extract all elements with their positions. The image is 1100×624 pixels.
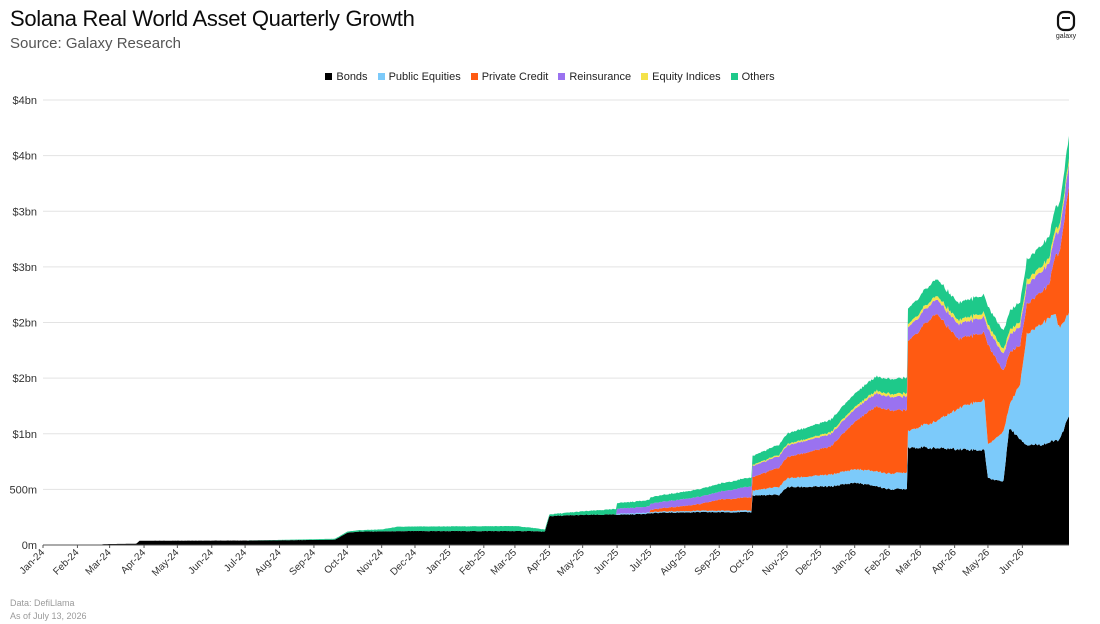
legend-swatch: [558, 73, 566, 80]
legend-item-bonds: Bonds: [325, 71, 368, 83]
x-tick-label: May-24: [150, 547, 182, 579]
area-series-private-credit: [43, 186, 1069, 545]
x-tick-label: Aug-24: [253, 547, 284, 578]
x-tick-label: Apr-25: [524, 547, 553, 576]
chart-subtitle: Source: Galaxy Research: [10, 35, 181, 52]
x-tick-label: Apr-26: [930, 547, 959, 576]
area-series-public-equities: [43, 312, 1069, 545]
x-tick-label: Aug-25: [658, 547, 689, 578]
legend-item-private-credit: Private Credit: [470, 71, 549, 83]
x-tick-label: Feb-25: [458, 547, 488, 577]
x-tick-label: Dec-25: [794, 547, 825, 578]
y-tick-label: $3bn: [13, 206, 37, 218]
legend-label: Private Credit: [481, 71, 549, 83]
x-tick-label: Feb-24: [51, 547, 81, 577]
x-tick-label: Mar-26: [894, 547, 924, 577]
x-tick-label: Oct-24: [322, 547, 351, 576]
legend-item-reinsurance: Reinsurance: [558, 71, 631, 83]
area-series-reinsurance: [43, 163, 1069, 545]
legend-swatch: [325, 73, 333, 80]
legend-swatch: [470, 73, 478, 80]
x-tick-label: Sep-25: [693, 547, 724, 578]
stacked-area-chart: 0m500m$1bn$2bn$2bn$3bn$3bn$4bn$4bnJan-24…: [9, 95, 1069, 579]
x-tick-label: Jul-25: [627, 547, 654, 574]
x-tick-label: Jan-26: [829, 547, 859, 577]
x-tick-label: Feb-26: [863, 547, 893, 577]
x-tick-label: Oct-25: [728, 547, 757, 576]
galaxy-logo: galaxy: [1046, 10, 1086, 40]
y-tick-label: $4bn: [13, 151, 37, 163]
as-of-date-note: As of July 13, 2026: [10, 611, 87, 621]
x-tick-label: May-25: [555, 547, 587, 579]
x-tick-label: May-26: [961, 547, 993, 579]
x-tick-label: Jul-24: [222, 547, 249, 574]
legend-item-equity-indices: Equity Indices: [641, 71, 721, 83]
x-tick-label: Jun-26: [997, 547, 1027, 577]
legend-label: Others: [741, 71, 775, 83]
x-tick-label: Mar-24: [84, 547, 114, 577]
legend-item-others: Others: [730, 71, 775, 83]
legend-label: Reinsurance: [569, 71, 632, 83]
x-tick-label: Mar-25: [489, 547, 519, 577]
x-tick-label: Jan-25: [424, 547, 454, 577]
y-tick-label: $2bn: [13, 373, 37, 385]
legend-label: Public Equities: [388, 71, 461, 83]
x-tick-label: Nov-25: [761, 547, 792, 578]
x-tick-label: Dec-24: [389, 547, 420, 578]
y-tick-label: 500m: [9, 484, 37, 496]
y-tick-label: $3bn: [13, 262, 37, 274]
legend-label: Bonds: [336, 71, 368, 83]
x-tick-label: Nov-24: [355, 547, 386, 578]
x-tick-label: Sep-24: [287, 547, 318, 578]
area-series-bonds: [43, 416, 1069, 545]
x-tick-label: Jun-24: [187, 547, 217, 577]
galaxy-logo-icon: [1056, 10, 1076, 32]
legend-swatch: [730, 73, 738, 80]
y-tick-label: $4bn: [13, 95, 37, 107]
chart-legend: Bonds Public Equities Private Credit Reinsu…: [0, 71, 1100, 83]
legend-label: Equity Indices: [652, 71, 721, 83]
legend-swatch: [377, 73, 385, 80]
x-tick-label: Apr-24: [119, 547, 148, 576]
chart-title: Solana Real World Asset Quarterly Growth: [10, 6, 415, 31]
y-tick-label: $1bn: [13, 429, 37, 441]
data-source-note: Data: DefiLlama: [10, 598, 75, 608]
y-tick-label: 0m: [22, 540, 37, 552]
legend-swatch: [641, 73, 649, 80]
galaxy-logo-text: galaxy: [1055, 33, 1077, 40]
x-tick-label: Jun-25: [592, 547, 622, 577]
legend-item-public-equities: Public Equities: [377, 71, 461, 83]
y-tick-label: $2bn: [13, 318, 37, 330]
